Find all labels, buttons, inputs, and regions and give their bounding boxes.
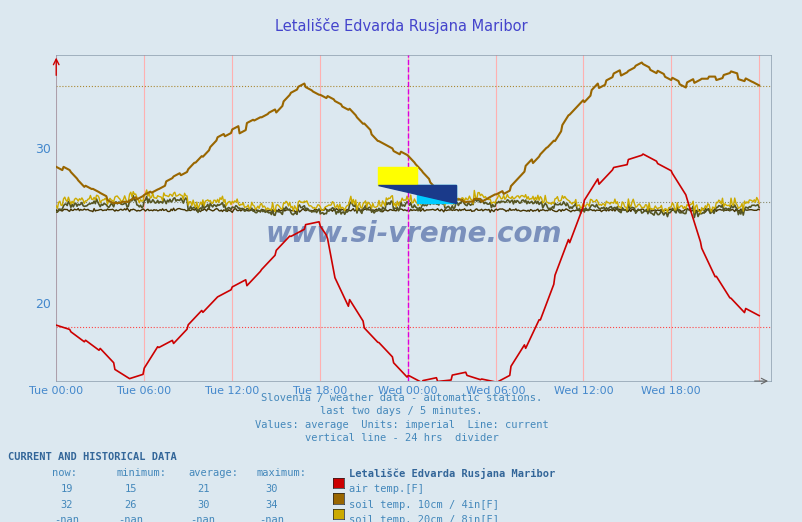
Text: 32: 32 xyxy=(60,500,73,509)
Text: 26: 26 xyxy=(124,500,137,509)
Text: now:: now: xyxy=(52,468,77,478)
Text: -nan: -nan xyxy=(190,515,216,522)
Text: Letališče Edvarda Rusjana Maribor: Letališče Edvarda Rusjana Maribor xyxy=(349,468,555,479)
Text: soil temp. 10cm / 4in[F]: soil temp. 10cm / 4in[F] xyxy=(349,500,499,509)
Text: 34: 34 xyxy=(265,500,277,509)
Text: -nan: -nan xyxy=(54,515,79,522)
Text: average:: average: xyxy=(188,468,238,478)
Text: 30: 30 xyxy=(265,484,277,494)
Text: air temp.[F]: air temp.[F] xyxy=(349,484,423,494)
Text: Letališče Edvarda Rusjana Maribor: Letališče Edvarda Rusjana Maribor xyxy=(275,18,527,34)
Text: 21: 21 xyxy=(196,484,209,494)
Bar xyxy=(377,168,416,185)
Text: 30: 30 xyxy=(196,500,209,509)
Text: Values: average  Units: imperial  Line: current: Values: average Units: imperial Line: cu… xyxy=(254,420,548,430)
Text: www.si-vreme.com: www.si-vreme.com xyxy=(265,220,561,248)
Text: last two days / 5 minutes.: last two days / 5 minutes. xyxy=(320,406,482,416)
Text: vertical line - 24 hrs  divider: vertical line - 24 hrs divider xyxy=(304,433,498,443)
Text: -nan: -nan xyxy=(258,515,284,522)
Text: 15: 15 xyxy=(124,484,137,494)
Polygon shape xyxy=(377,185,456,203)
Text: maximum:: maximum: xyxy=(257,468,306,478)
Text: minimum:: minimum: xyxy=(116,468,166,478)
Text: soil temp. 20cm / 8in[F]: soil temp. 20cm / 8in[F] xyxy=(349,515,499,522)
Bar xyxy=(416,185,456,203)
Text: -nan: -nan xyxy=(118,515,144,522)
Text: Slovenia / weather data - automatic stations.: Slovenia / weather data - automatic stat… xyxy=(261,393,541,402)
Text: CURRENT AND HISTORICAL DATA: CURRENT AND HISTORICAL DATA xyxy=(8,452,176,461)
Text: 19: 19 xyxy=(60,484,73,494)
